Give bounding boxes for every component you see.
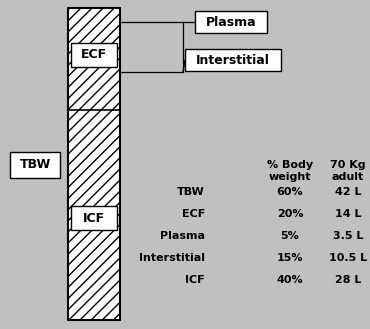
Text: 10.5 L: 10.5 L	[329, 253, 367, 263]
Text: TBW: TBW	[177, 187, 205, 197]
Text: 14 L: 14 L	[335, 209, 361, 219]
Text: ECF: ECF	[81, 48, 107, 62]
Text: ECF: ECF	[182, 209, 205, 219]
Text: 70 Kg
adult: 70 Kg adult	[330, 160, 366, 182]
Text: 3.5 L: 3.5 L	[333, 231, 363, 241]
Text: % Body
weight: % Body weight	[267, 160, 313, 182]
Text: ICF: ICF	[83, 212, 105, 224]
Text: 20%: 20%	[277, 209, 303, 219]
Bar	[185, 49, 281, 71]
Bar	[71, 206, 117, 230]
Text: Plasma: Plasma	[206, 15, 256, 29]
Text: Interstitial: Interstitial	[139, 253, 205, 263]
Bar	[71, 43, 117, 67]
Bar	[10, 152, 60, 178]
Text: 5%: 5%	[280, 231, 299, 241]
Bar	[195, 11, 267, 33]
Text: Plasma: Plasma	[160, 231, 205, 241]
Text: Interstitial: Interstitial	[196, 54, 270, 66]
Bar	[68, 8, 120, 320]
Text: TBW: TBW	[19, 159, 51, 171]
Text: 28 L: 28 L	[335, 275, 361, 285]
Text: ICF: ICF	[185, 275, 205, 285]
Text: 15%: 15%	[277, 253, 303, 263]
Text: 40%: 40%	[277, 275, 303, 285]
Text: 42 L: 42 L	[335, 187, 361, 197]
Text: 60%: 60%	[277, 187, 303, 197]
